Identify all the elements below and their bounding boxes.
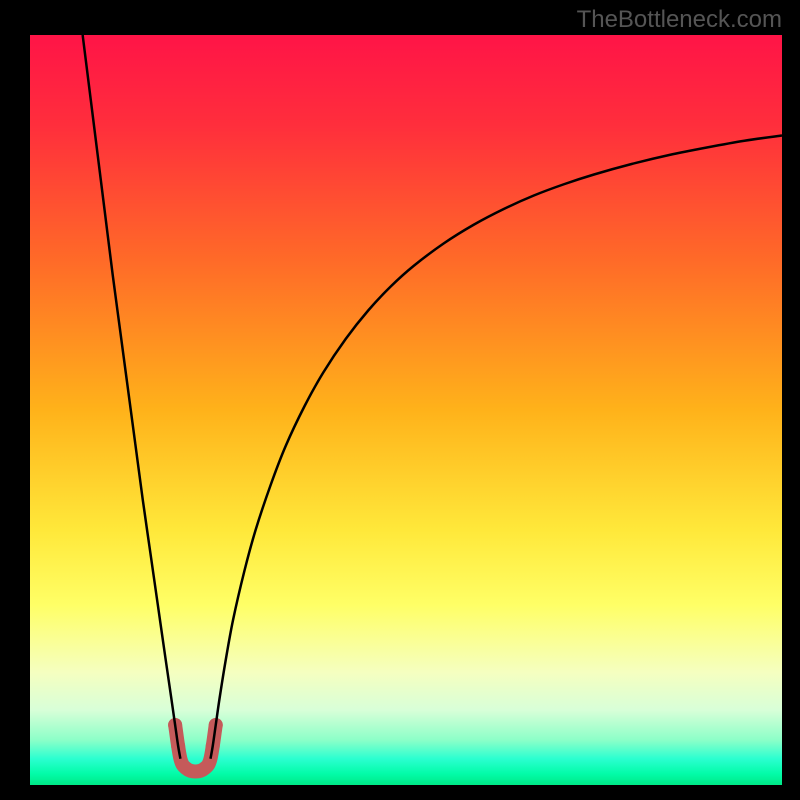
bottleneck-chart	[0, 0, 800, 800]
plot-background	[30, 35, 782, 785]
chart-container: TheBottleneck.com	[0, 0, 800, 800]
